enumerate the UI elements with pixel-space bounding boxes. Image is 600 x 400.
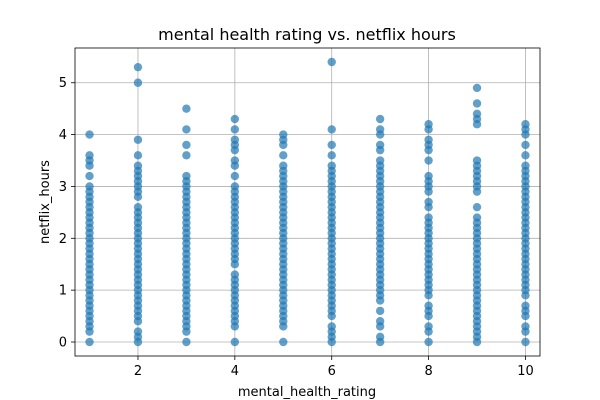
data-point-x7-4: [375, 306, 385, 316]
data-point-x9-35: [472, 109, 482, 119]
data-point-x6-3: [327, 322, 336, 331]
data-point-x5-0: [279, 337, 288, 347]
x-tick-label-3: 8: [424, 364, 432, 379]
data-point-x10-36: [521, 120, 530, 129]
data-point-x10-32: [521, 151, 530, 160]
y-tick-label-2: 2: [59, 232, 67, 247]
data-point-x2-35: [133, 78, 143, 87]
data-point-x6-35: [327, 140, 336, 150]
data-point-x8-28: [424, 156, 433, 165]
y-tick-label-5: 5: [59, 76, 67, 91]
data-point-x4-33: [230, 135, 240, 144]
data-point-x3-31: [182, 171, 191, 181]
data-point-x1-33: [85, 151, 94, 160]
data-point-x8-23: [424, 197, 433, 207]
data-point-x7-37: [375, 114, 385, 124]
data-point-x3-34: [182, 125, 191, 134]
y-tick-label-0: 0: [59, 336, 67, 351]
x-tick-label-1: 4: [231, 364, 239, 379]
data-point-x10-0: [521, 337, 530, 347]
y-tick-label-3: 3: [59, 180, 67, 195]
data-point-x8-21: [424, 213, 433, 222]
data-point-x7-36: [375, 125, 385, 134]
data-point-x5-32: [279, 161, 288, 170]
data-point-x8-0: [424, 337, 433, 347]
data-point-x4-11: [230, 270, 240, 279]
data-point-x9-32: [472, 156, 482, 165]
data-point-x1-0: [85, 337, 94, 347]
data-point-x8-33: [424, 120, 433, 129]
data-point-x3-32: [182, 151, 191, 160]
chart-title: mental health rating vs. netflix hours: [158, 25, 456, 44]
data-point-x8-31: [424, 135, 433, 144]
data-point-x6-37: [327, 57, 336, 67]
x-tick-label-0: 2: [134, 364, 142, 379]
ticks-layer: 2 4 6 8 10 0 1 2 3 4 5: [59, 76, 534, 379]
data-point-x4-35: [230, 114, 240, 124]
data-point-x2-32: [133, 161, 143, 170]
data-point-x1-30: [85, 171, 94, 181]
data-point-x8-2: [424, 322, 433, 331]
data-point-x4-30: [230, 156, 240, 165]
data-point-x9-24: [472, 213, 482, 222]
y-axis-label: netflix_hours: [38, 160, 53, 244]
data-point-x7-1: [375, 332, 385, 342]
x-tick-label-4: 10: [517, 364, 534, 379]
data-point-x2-2: [133, 327, 143, 336]
data-point-x8-5: [424, 301, 433, 310]
data-point-x7-3: [375, 317, 385, 326]
data-point-x6-36: [327, 125, 336, 134]
data-point-x2-33: [133, 151, 143, 160]
x-axis-label: mental_health_rating: [238, 385, 376, 400]
data-point-x2-36: [133, 62, 143, 72]
x-tick-label-2: 6: [328, 364, 336, 379]
data-point-x10-31: [521, 161, 530, 170]
data-point-x5-36: [279, 130, 288, 139]
data-point-x4-34: [230, 125, 240, 134]
y-tick-label-1: 1: [59, 284, 67, 299]
data-point-x4-28: [230, 171, 240, 181]
data-point-x10-2: [521, 322, 530, 331]
data-point-x2-25: [133, 202, 143, 212]
data-point-x3-33: [182, 140, 191, 150]
data-point-x9-25: [472, 202, 482, 212]
data-point-x10-5: [521, 301, 530, 310]
data-point-x6-34: [327, 151, 336, 160]
data-point-x8-27: [424, 171, 433, 181]
plot-frame: [74, 47, 541, 357]
data-point-x4-0: [230, 337, 240, 347]
data-point-x3-35: [182, 104, 191, 113]
data-point-x9-37: [472, 83, 482, 93]
points-layer: [85, 57, 530, 347]
data-point-x7-34: [375, 140, 385, 150]
data-point-x9-36: [472, 99, 482, 108]
grid-layer: [75, 48, 540, 356]
data-point-x6-33: [327, 161, 336, 170]
data-point-x7-32: [375, 156, 385, 165]
data-point-x5-33: [279, 151, 288, 160]
data-point-x1-34: [85, 130, 94, 139]
data-point-x1-29: [85, 182, 94, 191]
y-tick-label-4: 4: [59, 128, 67, 143]
data-point-x2-34: [133, 135, 143, 144]
data-point-x4-27: [230, 182, 240, 191]
data-point-x10-33: [521, 140, 530, 150]
data-point-x3-0: [182, 337, 191, 347]
